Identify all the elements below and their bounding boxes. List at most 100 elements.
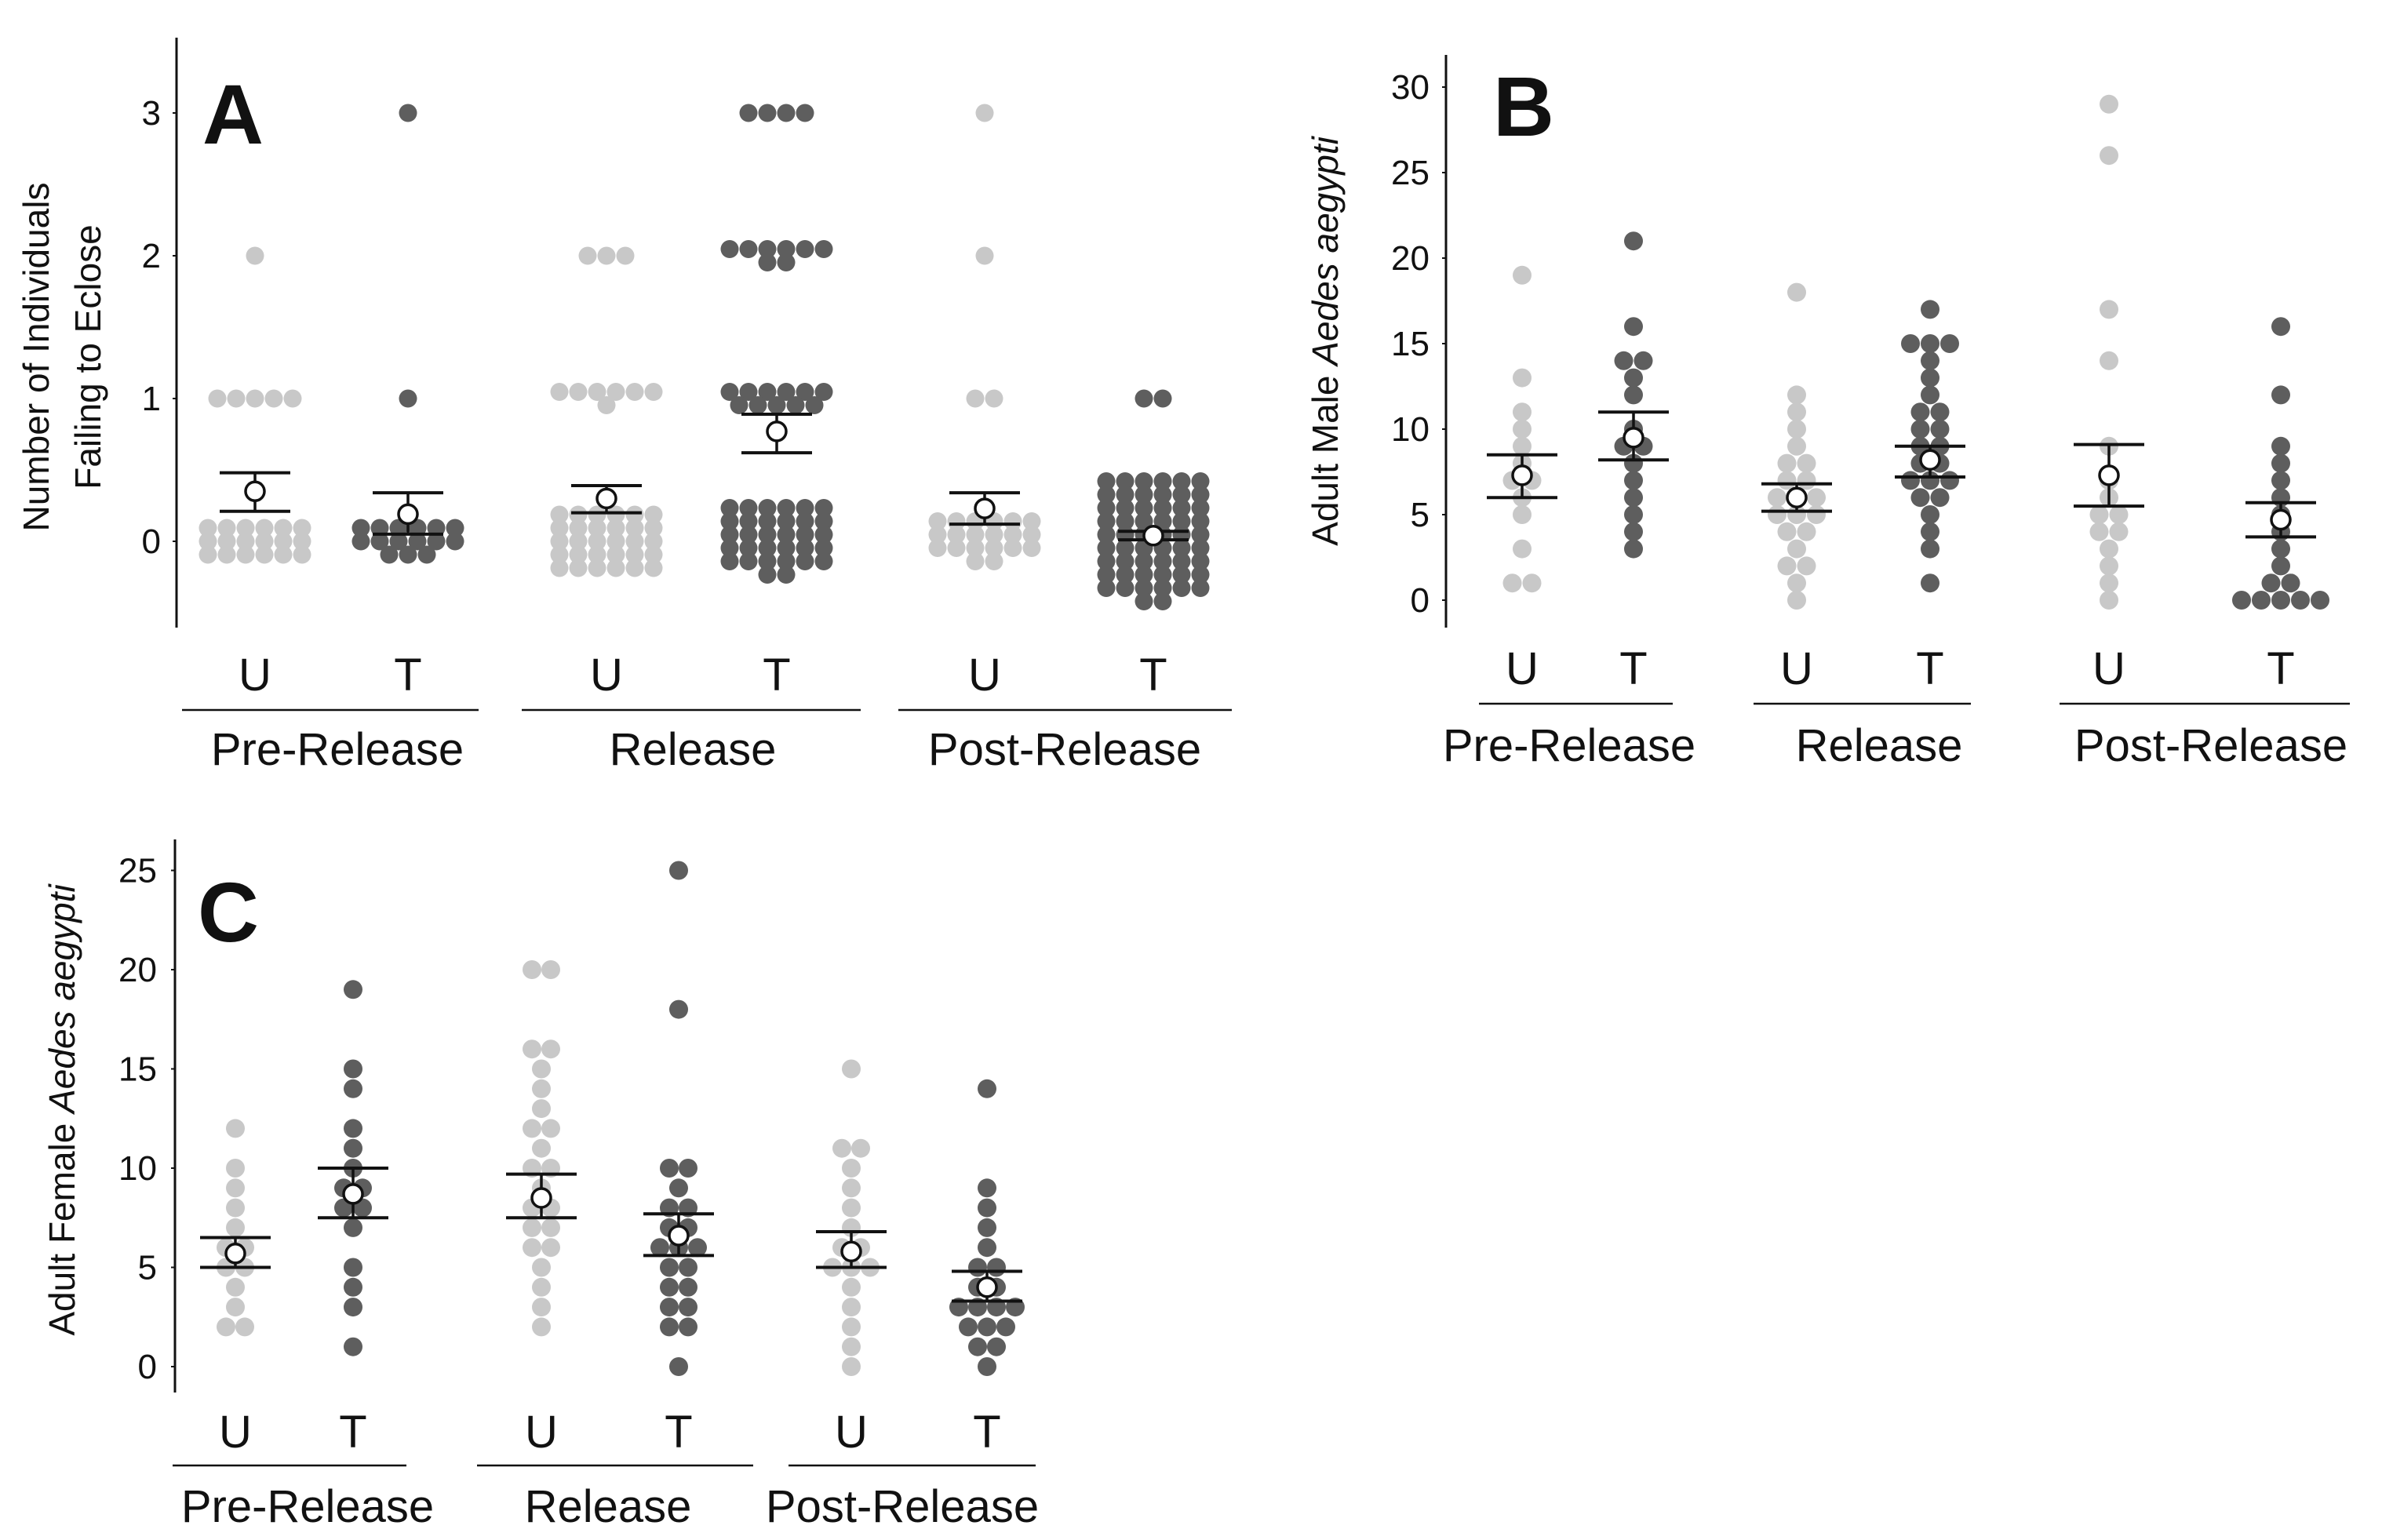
data-point [541, 960, 560, 979]
data-point [351, 519, 370, 537]
data-point [344, 1218, 362, 1237]
group-label: T [1139, 650, 1167, 701]
data-point [446, 532, 464, 551]
data-point [947, 512, 966, 530]
mean-marker [976, 1276, 998, 1298]
data-point [2291, 591, 2310, 610]
data-point [523, 1218, 541, 1237]
data-point [669, 861, 688, 880]
data-point [2232, 591, 2251, 610]
data-point [1116, 566, 1135, 584]
data-point [720, 383, 739, 401]
data-point [588, 505, 606, 524]
group-label: T [763, 650, 790, 701]
data-point [851, 1138, 870, 1158]
data-point [541, 1039, 560, 1059]
data-point [660, 1298, 679, 1317]
data-point [255, 519, 274, 537]
data-point [541, 1238, 560, 1258]
data-point [644, 383, 663, 401]
data-point [217, 519, 236, 537]
data-point [777, 253, 796, 271]
data-point [1003, 526, 1022, 544]
data-point [796, 526, 814, 544]
data-point [1797, 556, 1816, 576]
data-point [446, 519, 464, 537]
data-point [1513, 402, 1532, 422]
data-point [1624, 368, 1643, 388]
mean-marker [2270, 508, 2292, 531]
data-point [274, 532, 293, 551]
data-point [720, 539, 739, 557]
data-point [588, 545, 606, 564]
data-point [1787, 591, 1806, 610]
y-tick-label: 0 [142, 522, 161, 561]
data-point [523, 1039, 541, 1059]
data-point [1153, 552, 1172, 570]
data-point [975, 104, 994, 122]
data-point [1797, 453, 1816, 473]
data-point [796, 383, 814, 401]
data-point [246, 246, 264, 265]
data-point [679, 1277, 697, 1297]
data-point [198, 532, 217, 551]
data-point [1191, 552, 1210, 570]
data-point [616, 246, 635, 265]
data-point [1172, 579, 1191, 597]
data-point [987, 1258, 1006, 1277]
data-point [2109, 505, 2129, 524]
data-point [606, 383, 625, 401]
data-point [968, 1258, 987, 1277]
data-point [226, 1298, 245, 1317]
data-point [1807, 505, 1826, 524]
data-point [1153, 486, 1172, 504]
data-point [805, 396, 824, 414]
data-point [1777, 522, 1797, 541]
data-point [720, 552, 739, 570]
data-point [1624, 385, 1643, 405]
data-point [1135, 499, 1153, 517]
data-point [720, 240, 739, 258]
y-axis-title-species: Aedes aegypti [1305, 135, 1346, 367]
data-point [2089, 505, 2109, 524]
data-point [1787, 573, 1806, 593]
data-point [739, 552, 758, 570]
data-point [2100, 146, 2118, 166]
data-point [550, 505, 569, 524]
mean-marker [766, 420, 788, 442]
data-point [274, 519, 293, 537]
data-point [217, 532, 236, 551]
data-point [1191, 486, 1210, 504]
data-point [1614, 351, 1634, 370]
y-axis-title-part: Adult Female [42, 1113, 82, 1336]
data-point [597, 396, 616, 414]
data-point [625, 545, 644, 564]
data-point [1768, 505, 1786, 524]
data-point [1191, 512, 1210, 530]
data-point [767, 396, 786, 414]
data-point [389, 532, 408, 551]
data-point [569, 559, 588, 577]
group-label: U [1780, 643, 1813, 694]
data-point [796, 552, 814, 570]
data-point [1022, 512, 1041, 530]
y-tick-label: 3 [142, 94, 161, 133]
data-point [569, 545, 588, 564]
data-point [625, 505, 644, 524]
y-tick-label: 2 [142, 237, 161, 275]
data-point [1787, 420, 1806, 439]
data-point [550, 383, 569, 401]
y-tick-label: 30 [1391, 68, 1430, 107]
data-point [947, 526, 966, 544]
data-point [2100, 556, 2118, 576]
y-tick-label: 5 [1411, 496, 1430, 534]
group-label: U [525, 1407, 558, 1458]
data-point [660, 1317, 679, 1337]
data-point [1097, 486, 1116, 504]
data-point [1910, 402, 1930, 422]
data-point [532, 1298, 551, 1317]
data-point [1921, 573, 1939, 593]
data-point [1787, 402, 1806, 422]
data-point [739, 499, 758, 517]
data-point [1191, 539, 1210, 557]
